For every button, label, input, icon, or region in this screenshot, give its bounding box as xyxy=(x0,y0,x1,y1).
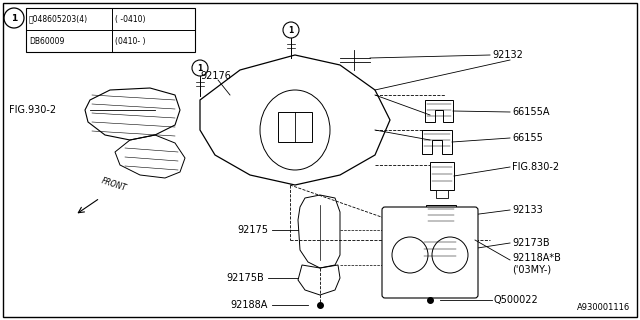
Text: Q500022: Q500022 xyxy=(494,295,539,305)
Bar xyxy=(426,205,456,229)
Text: FIG.830-2: FIG.830-2 xyxy=(512,162,559,172)
Text: 92188A: 92188A xyxy=(230,300,268,310)
Bar xyxy=(26,8,195,52)
Text: Ⓢ048605203(4): Ⓢ048605203(4) xyxy=(29,14,88,23)
Text: FIG.930-2: FIG.930-2 xyxy=(9,105,56,115)
Text: 92132: 92132 xyxy=(492,50,523,60)
Bar xyxy=(278,112,312,142)
Text: 1: 1 xyxy=(289,26,294,35)
Text: 92176: 92176 xyxy=(200,71,231,81)
Bar xyxy=(422,237,458,265)
Text: 92175B: 92175B xyxy=(227,273,264,283)
Text: 1: 1 xyxy=(11,13,17,22)
Text: 1: 1 xyxy=(197,63,203,73)
Bar xyxy=(436,190,448,198)
Text: 92133: 92133 xyxy=(512,205,543,215)
Text: (0410- ): (0410- ) xyxy=(115,36,145,45)
Text: 92118A*B: 92118A*B xyxy=(512,253,561,263)
Text: 92173B: 92173B xyxy=(512,238,550,248)
Text: DB60009: DB60009 xyxy=(29,36,65,45)
Text: ( -0410): ( -0410) xyxy=(115,14,145,23)
Text: A930001116: A930001116 xyxy=(577,303,630,312)
FancyBboxPatch shape xyxy=(382,207,478,298)
Text: 66155A: 66155A xyxy=(512,107,550,117)
Text: ('03MY-): ('03MY-) xyxy=(512,265,551,275)
Text: 92175: 92175 xyxy=(237,225,268,235)
Text: 66155: 66155 xyxy=(512,133,543,143)
Bar xyxy=(430,162,454,190)
Text: FRONT: FRONT xyxy=(100,176,127,193)
